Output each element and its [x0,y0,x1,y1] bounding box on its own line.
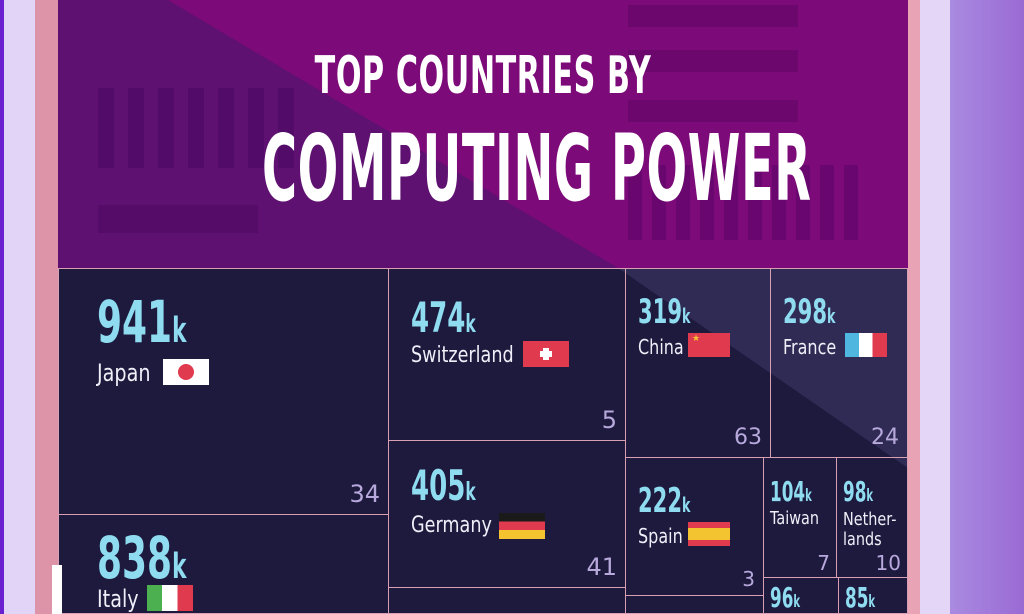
cell-italy: 838k Italy [58,514,389,614]
country-name: Japan [97,359,151,387]
count: 41 [586,553,617,581]
value: 319k [638,292,691,332]
decor-slot [628,5,798,27]
cell-china: 319k China ★ 63 [625,268,771,458]
right-frame [908,0,920,614]
cell-96k: 96k [763,577,839,614]
left-edge [0,0,4,614]
cell-japan: 941k Japan 34 [58,268,389,515]
switzerland-flag-icon [523,341,569,367]
cell-germany: 405k Germany 41 [388,440,626,588]
count: 7 [817,551,830,575]
country-name: Switzerland [411,343,514,368]
cell-switzerland: 474k Switzerland 5 [388,268,626,441]
value: 85k [845,581,876,614]
treemap: 941k Japan 34 838k Italy 474k Switzerlan… [58,268,908,614]
decor-bars [628,165,858,240]
decor-grid [98,88,298,168]
right-margin [920,0,950,614]
decor-slot [628,50,798,72]
left-margin [4,0,35,614]
value: 104k [770,475,812,508]
france-flag-icon [845,333,887,357]
country-name: Italy [97,585,139,613]
value: 941k [97,288,187,356]
value: 298k [783,292,836,332]
value: 405k [411,461,476,510]
cell-spain: 222k Spain 3 [625,457,764,596]
decor-slot [628,100,798,122]
count: 24 [871,425,899,450]
italy-flag-icon [147,585,193,611]
value: 474k [411,293,476,342]
header: TOP COUNTRIES BY COMPUTING POWER [58,0,908,268]
spain-flag-icon [688,522,730,546]
cell-france: 298k France 24 [770,268,908,458]
title-line-2: COMPUTING POWER [262,115,812,222]
country-name: Taiwan [770,508,819,529]
cell-partial [625,595,764,614]
left-frame [35,0,58,614]
cell-85k: 85k [838,577,908,614]
count: 34 [349,480,380,508]
cell-taiwan: 104k Taiwan 7 [763,457,837,578]
scroll-marker [52,565,62,614]
value: 838k [97,524,187,592]
cell-partial [388,587,626,614]
right-background [950,0,1024,614]
count: 63 [734,425,762,450]
count: 3 [742,567,755,591]
germany-flag-icon [499,513,545,539]
value: 96k [770,581,801,614]
country-name: Nether- lands [843,509,897,550]
china-flag-icon: ★ [688,333,730,357]
country-name: France [783,335,837,359]
cell-netherlands: 98k Nether- lands 10 [836,457,908,578]
country-name: China [638,335,684,359]
value: 98k [843,475,874,508]
count: 10 [875,551,901,575]
count: 5 [601,406,617,434]
title-line-1: TOP COUNTRIES BY [314,46,652,106]
decor-bar [98,205,258,233]
japan-flag-icon [163,359,209,385]
country-name: Germany [411,513,492,538]
value: 222k [638,481,691,521]
country-name: Spain [638,524,683,548]
